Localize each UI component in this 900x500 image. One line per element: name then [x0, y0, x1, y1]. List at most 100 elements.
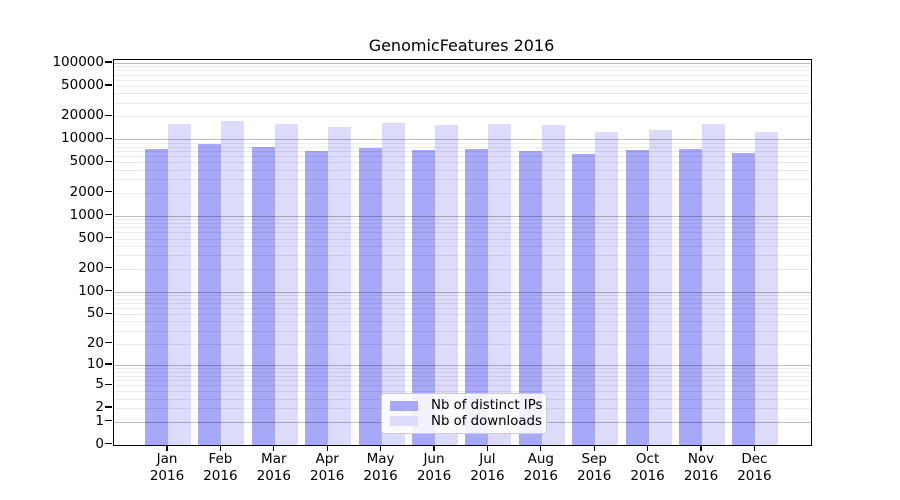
x-tick-label-mar: Mar 2016 — [246, 451, 302, 485]
x-tick — [219, 444, 221, 451]
gridline-minor — [114, 79, 811, 81]
legend-label-downloads: Nb of downloads — [431, 413, 542, 429]
y-tick — [105, 363, 112, 365]
y-tick — [105, 61, 112, 63]
y-tick — [105, 191, 112, 193]
gridline-minor — [114, 192, 811, 194]
x-tick-label-apr: Apr 2016 — [299, 451, 355, 485]
y-tick — [105, 419, 112, 422]
y-tick — [105, 213, 112, 216]
gridline-minor — [114, 66, 811, 68]
gridline-minor — [114, 142, 811, 144]
gridline-minor — [114, 303, 811, 305]
gridline-minor — [114, 151, 811, 153]
gridline-minor — [114, 74, 811, 76]
gridline-minor — [114, 368, 811, 370]
y-tick — [105, 406, 112, 408]
gridline-minor — [114, 156, 811, 158]
x-label-year: 2016 — [470, 468, 505, 484]
gridline-minor — [114, 343, 811, 345]
x-tick-label-jun: Jun 2016 — [406, 451, 462, 485]
y-tick-label: 1000 — [69, 206, 104, 223]
x-label-month: Nov — [687, 451, 715, 467]
x-tick-label-dec: Dec 2016 — [726, 451, 782, 485]
y-tick — [105, 267, 112, 269]
gridline-minor — [114, 116, 811, 118]
x-label-year: 2016 — [149, 468, 185, 484]
y-tick-label: 1 — [95, 412, 104, 429]
x-tick — [700, 444, 702, 451]
x-tick — [647, 444, 649, 451]
gridline-minor — [114, 314, 811, 316]
bar-downloads-jul — [488, 123, 512, 445]
gridline-minor — [114, 93, 811, 95]
gridline-minor — [114, 268, 811, 270]
plot-area — [113, 59, 812, 446]
gridline-major — [114, 365, 811, 367]
bar-downloads-oct — [648, 129, 672, 445]
x-label-month: Sep — [581, 451, 607, 467]
x-label-month: Jun — [423, 451, 445, 467]
y-tick-label: 10000 — [61, 130, 104, 147]
gridline-major — [114, 62, 811, 64]
bar-distinct-ips-mar — [251, 146, 275, 445]
gridline-minor — [114, 385, 811, 387]
y-tick-label: 5 — [95, 376, 104, 393]
x-label-year: 2016 — [416, 468, 452, 484]
y-tick — [105, 383, 112, 385]
x-label-month: Dec — [741, 451, 768, 467]
x-tick — [433, 444, 435, 451]
x-label-year: 2016 — [203, 468, 238, 484]
gridline-minor — [114, 232, 811, 234]
bar-distinct-ips-oct — [625, 150, 649, 445]
x-tick — [593, 444, 595, 451]
x-label-month: Jul — [479, 451, 496, 467]
gridline-minor — [114, 295, 811, 297]
bar-downloads-dec — [755, 131, 779, 445]
bar-downloads-feb — [221, 121, 245, 445]
y-tick-label: 0 — [95, 435, 104, 452]
x-label-year: 2016 — [683, 468, 719, 484]
bar-distinct-ips-jul — [465, 148, 489, 445]
x-tick-label-jan: Jan 2016 — [139, 451, 195, 485]
gridline-minor — [114, 222, 811, 224]
x-tick-label-sep: Sep 2016 — [566, 451, 622, 485]
y-tick-label: 100 — [78, 282, 104, 299]
legend-item-distinct-ips: Nb of distinct IPs — [388, 398, 543, 414]
x-label-month: Feb — [208, 451, 233, 467]
gridline-major — [114, 291, 811, 293]
gridline-minor — [114, 169, 811, 171]
y-tick — [105, 342, 112, 344]
bar-downloads-sep — [595, 131, 619, 445]
y-tick-label: 5000 — [69, 153, 104, 170]
gridline-minor — [114, 391, 811, 393]
x-label-year: 2016 — [737, 468, 772, 484]
x-label-month: Mar — [261, 451, 287, 467]
chart-title: GenomicFeatures 2016 — [368, 36, 555, 55]
bar-distinct-ips-jun — [412, 149, 435, 445]
gridline-minor — [114, 298, 811, 300]
gridline-minor — [114, 219, 811, 221]
y-tick — [105, 114, 112, 116]
bar-distinct-ips-apr — [305, 151, 329, 445]
gridline-minor — [114, 308, 811, 310]
x-tick — [753, 444, 755, 451]
legend-label-distinct-ips: Nb of distinct IPs — [431, 398, 543, 414]
bar-distinct-ips-dec — [732, 152, 756, 445]
gridline-minor — [114, 146, 811, 148]
y-tick — [105, 236, 112, 239]
y-tick-label: 500 — [78, 229, 104, 246]
gridline-minor — [114, 102, 811, 104]
y-tick-label: 100000 — [52, 53, 104, 70]
bar-downloads-mar — [274, 123, 298, 445]
y-tick-label: 20000 — [61, 107, 104, 124]
bar-distinct-ips-aug — [518, 151, 542, 445]
x-label-year: 2016 — [523, 468, 558, 484]
y-tick — [105, 137, 112, 139]
x-tick-label-aug: Aug 2016 — [513, 451, 569, 485]
gridline-minor — [114, 380, 811, 382]
x-label-month: Apr — [315, 451, 339, 467]
x-label-year: 2016 — [630, 468, 665, 484]
bar-downloads-apr — [328, 127, 352, 445]
bar-distinct-ips-sep — [572, 154, 596, 445]
